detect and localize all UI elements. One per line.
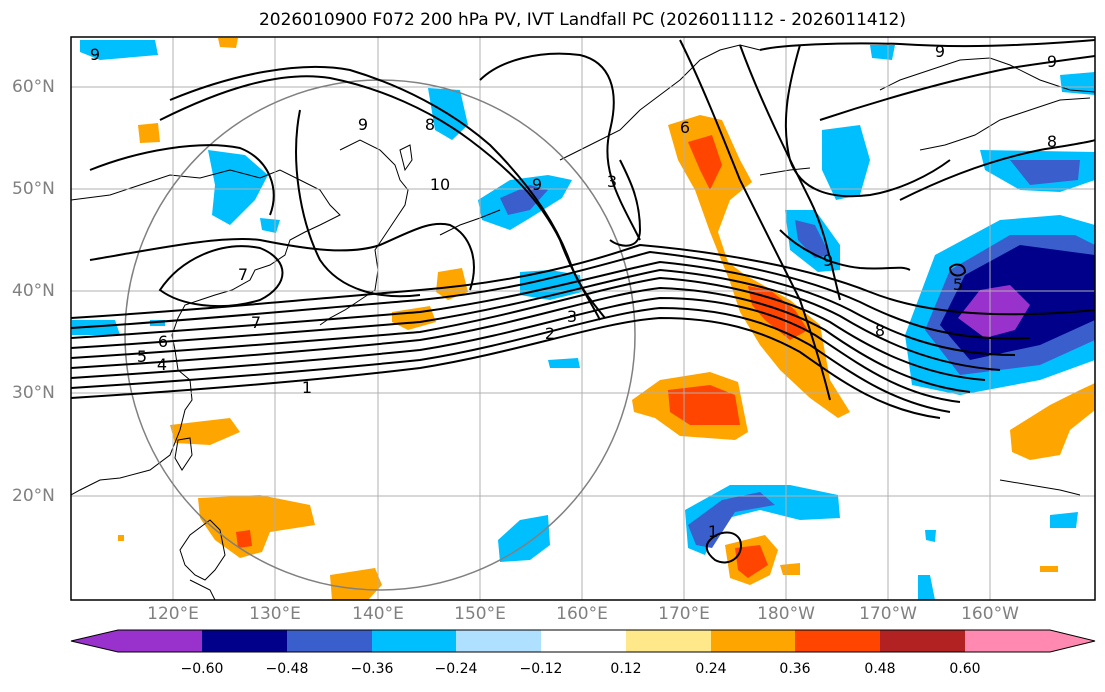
negative-anomaly-regions (72, 40, 1095, 600)
colorbar-tick-label: 0.24 (695, 661, 727, 677)
colorbar-segment (795, 630, 880, 652)
colorbar-segment (456, 630, 541, 652)
lon-label-170w: 170°W (859, 604, 917, 624)
contour-label: 9 (90, 45, 100, 64)
colorbar-tick-label: −0.24 (434, 661, 478, 677)
colorbar-tick-label: −0.12 (519, 661, 563, 677)
contour-label: 3 (607, 172, 617, 191)
lon-label-120e: 120°E (147, 604, 199, 624)
contour-label: 9 (1047, 52, 1057, 71)
contour-label: 5 (953, 275, 963, 294)
contour-label: 1 (708, 522, 718, 541)
lon-label-140e: 140°E (352, 604, 404, 624)
colorbar-segment (202, 630, 287, 652)
contour-label: 9 (823, 251, 833, 270)
lon-label-160w: 160°W (961, 604, 1019, 624)
contour-label: 8 (875, 321, 885, 340)
contour-label: 2 (545, 324, 555, 343)
contour-label: 1 (302, 378, 312, 397)
contour-label: 8 (425, 115, 435, 134)
colorbar-tick-label: 0.60 (949, 661, 981, 677)
lon-label-150e: 150°E (454, 604, 506, 624)
colorbar-segment (287, 630, 372, 652)
contour-label: 9 (935, 42, 945, 61)
contour-label: 7 (251, 313, 261, 332)
map-frame (70, 36, 1096, 601)
lat-lon-grid (71, 37, 1095, 600)
colorbar-tick-label: 0.36 (779, 661, 811, 677)
colorbar-tick-label: 0.48 (864, 661, 896, 677)
lat-label-40n: 40°N (12, 281, 55, 301)
lat-label-30n: 30°N (12, 383, 55, 403)
contour-label: 5 (137, 347, 147, 366)
colorbar-segment (880, 630, 965, 652)
contour-lines (71, 39, 1095, 564)
contour-label: 8 (1047, 132, 1057, 151)
map-title: 2026010900 F072 200 hPa PV, IVT Landfall… (258, 10, 906, 30)
contour-label: 4 (157, 355, 167, 374)
lat-label-60n: 60°N (12, 77, 55, 97)
contour-label: 6 (680, 118, 690, 137)
contour-label: 3 (567, 307, 577, 326)
colorbar-segment (541, 630, 626, 652)
contour-label: 9 (532, 175, 542, 194)
lon-label-160e: 160°E (556, 604, 608, 624)
contour-label: 6 (158, 332, 168, 351)
lon-label-170e: 170°E (658, 604, 710, 624)
contour-label: 7 (238, 265, 248, 284)
colorbar-tick-label: −0.36 (350, 661, 394, 677)
lon-label-130e: 130°E (249, 604, 301, 624)
colorbar-tick-label: −0.60 (180, 661, 224, 677)
colorbar-segment (372, 630, 456, 652)
colorbar-tick-label: 0.12 (610, 661, 642, 677)
colorbar-tick-label: −0.48 (265, 661, 309, 677)
contour-label: 9 (358, 115, 368, 134)
colorbar-segment (965, 630, 1095, 652)
lat-label-20n: 20°N (12, 486, 55, 506)
lon-label-180w: 180°W (757, 604, 815, 624)
contour-label: 10 (430, 175, 450, 194)
colorbar-segment (71, 630, 202, 652)
colorbar (70, 629, 1096, 653)
colorbar-segment (711, 630, 795, 652)
contour-label-group: 9 9 9 8 8 10 3 9 7 7 6 5 4 1 2 3 8 9 1 6… (90, 42, 1057, 541)
colorbar-segment (626, 630, 711, 652)
lat-label-50n: 50°N (12, 179, 55, 199)
